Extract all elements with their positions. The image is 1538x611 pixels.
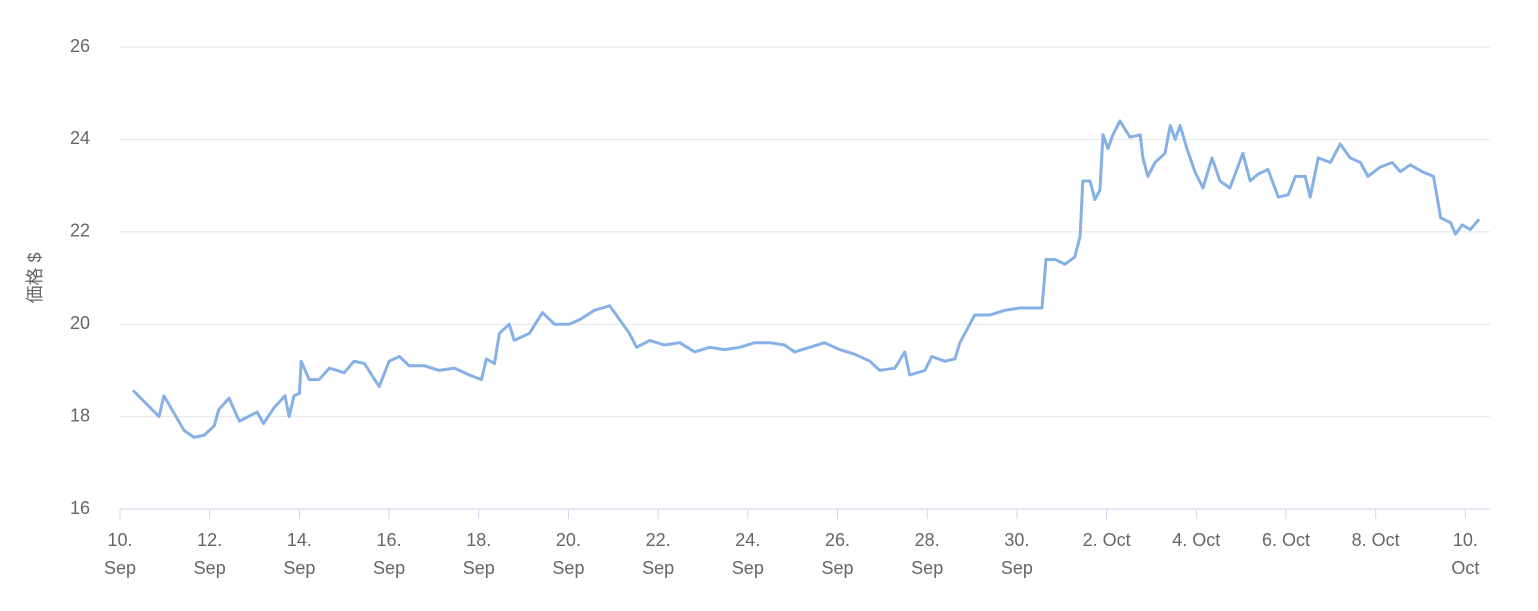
x-tick-label: 28. Sep bbox=[911, 530, 944, 578]
x-tick-label: 6. Oct bbox=[1261, 530, 1310, 550]
x-tick-label: 14. Sep bbox=[283, 530, 316, 578]
x-tick-label: 26. Sep bbox=[821, 530, 854, 578]
y-axis-title: 価格 $ bbox=[25, 252, 45, 303]
x-tick-label: 10. Oct bbox=[1451, 530, 1480, 578]
x-tick-label: 10. Sep bbox=[103, 530, 137, 578]
x-tick-label: 8. Oct bbox=[1351, 530, 1400, 550]
x-tick-label: 2. Oct bbox=[1082, 530, 1131, 550]
y-tick-label: 20 bbox=[70, 313, 90, 333]
x-tick-label: 20. Sep bbox=[552, 530, 585, 578]
x-tick-label: 4. Oct bbox=[1172, 530, 1221, 550]
x-tick-label: 24. Sep bbox=[731, 530, 764, 578]
x-tick-label: 16. Sep bbox=[373, 530, 406, 578]
y-tick-label: 24 bbox=[70, 128, 90, 148]
y-tick-label: 16 bbox=[70, 498, 90, 518]
y-tick-label: 26 bbox=[70, 36, 90, 56]
x-tick-label: 18. Sep bbox=[462, 530, 495, 578]
y-tick-label: 22 bbox=[70, 221, 90, 241]
line-series bbox=[132, 119, 1480, 439]
x-tick-label: 12. Sep bbox=[193, 530, 226, 578]
x-tick-label: 22. Sep bbox=[642, 530, 675, 578]
x-tick-label: 30. Sep bbox=[1000, 530, 1033, 578]
y-tick-label: 18 bbox=[70, 405, 90, 425]
